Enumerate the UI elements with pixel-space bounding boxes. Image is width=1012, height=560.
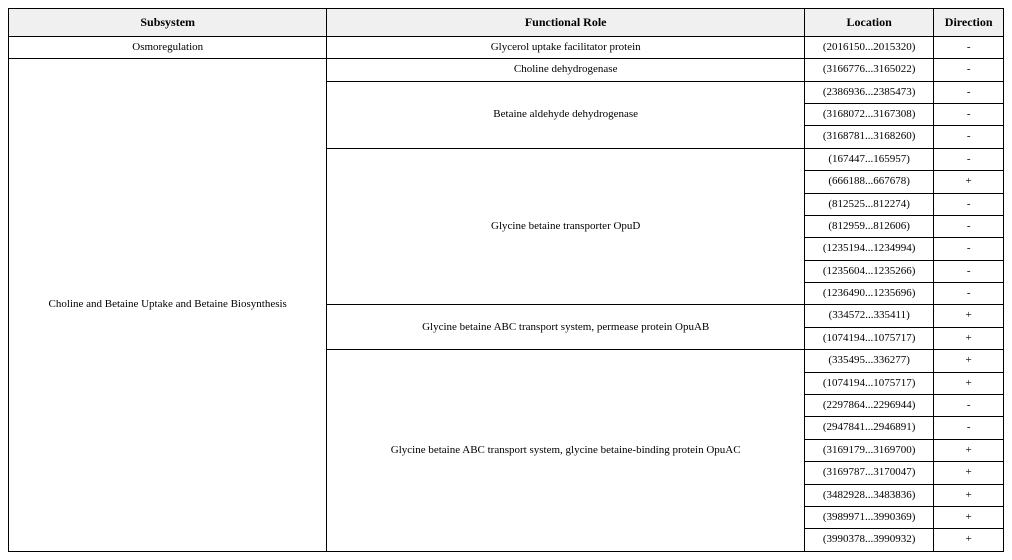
- role-cell: Glycine betaine ABC transport system, gl…: [327, 350, 805, 552]
- header-subsystem: Subsystem: [9, 9, 327, 37]
- location-cell: (3168072...3167308): [804, 103, 933, 125]
- direction-cell: +: [934, 305, 1004, 327]
- role-cell: Glycine betaine ABC transport system, pe…: [327, 305, 805, 350]
- direction-cell: +: [934, 171, 1004, 193]
- direction-cell: +: [934, 372, 1004, 394]
- location-cell: (1074194...1075717): [804, 372, 933, 394]
- direction-cell: -: [934, 417, 1004, 439]
- location-cell: (666188...667678): [804, 171, 933, 193]
- role-cell: Choline dehydrogenase: [327, 59, 805, 81]
- subsystem-cell: Osmoregulation: [9, 36, 327, 58]
- location-cell: (3990378...3990932): [804, 529, 933, 551]
- location-cell: (2016150...2015320): [804, 36, 933, 58]
- annotation-table: Subsystem Functional Role Location Direc…: [8, 8, 1004, 552]
- direction-cell: -: [934, 215, 1004, 237]
- location-cell: (812525...812274): [804, 193, 933, 215]
- location-cell: (3166776...3165022): [804, 59, 933, 81]
- header-role: Functional Role: [327, 9, 805, 37]
- location-cell: (2947841...2946891): [804, 417, 933, 439]
- direction-cell: -: [934, 59, 1004, 81]
- location-cell: (1235604...1235266): [804, 260, 933, 282]
- location-cell: (2386936...2385473): [804, 81, 933, 103]
- role-cell: Glycine betaine transporter OpuD: [327, 148, 805, 305]
- location-cell: (3169787...3170047): [804, 462, 933, 484]
- direction-cell: -: [934, 126, 1004, 148]
- role-cell: Glycerol uptake facilitator protein: [327, 36, 805, 58]
- direction-cell: -: [934, 238, 1004, 260]
- location-cell: (1235194...1234994): [804, 238, 933, 260]
- direction-cell: -: [934, 36, 1004, 58]
- location-cell: (3168781...3168260): [804, 126, 933, 148]
- role-cell: Betaine aldehyde dehydrogenase: [327, 81, 805, 148]
- direction-cell: -: [934, 81, 1004, 103]
- direction-cell: -: [934, 260, 1004, 282]
- table-row: OsmoregulationGlycerol uptake facilitato…: [9, 36, 1004, 58]
- direction-cell: +: [934, 529, 1004, 551]
- location-cell: (1236490...1235696): [804, 283, 933, 305]
- header-direction: Direction: [934, 9, 1004, 37]
- location-cell: (2297864...2296944): [804, 395, 933, 417]
- location-cell: (3169179...3169700): [804, 439, 933, 461]
- header-location: Location: [804, 9, 933, 37]
- location-cell: (335495...336277): [804, 350, 933, 372]
- direction-cell: +: [934, 484, 1004, 506]
- subsystem-cell: Choline and Betaine Uptake and Betaine B…: [9, 59, 327, 552]
- direction-cell: +: [934, 350, 1004, 372]
- location-cell: (3989971...3990369): [804, 507, 933, 529]
- location-cell: (167447...165957): [804, 148, 933, 170]
- location-cell: (334572...335411): [804, 305, 933, 327]
- direction-cell: -: [934, 193, 1004, 215]
- direction-cell: -: [934, 103, 1004, 125]
- direction-cell: +: [934, 462, 1004, 484]
- direction-cell: -: [934, 395, 1004, 417]
- direction-cell: -: [934, 148, 1004, 170]
- header-row: Subsystem Functional Role Location Direc…: [9, 9, 1004, 37]
- direction-cell: +: [934, 507, 1004, 529]
- direction-cell: +: [934, 439, 1004, 461]
- direction-cell: -: [934, 283, 1004, 305]
- location-cell: (1074194...1075717): [804, 327, 933, 349]
- table-body: OsmoregulationGlycerol uptake facilitato…: [9, 36, 1004, 551]
- location-cell: (3482928...3483836): [804, 484, 933, 506]
- direction-cell: +: [934, 327, 1004, 349]
- location-cell: (812959...812606): [804, 215, 933, 237]
- table-row: Choline and Betaine Uptake and Betaine B…: [9, 59, 1004, 81]
